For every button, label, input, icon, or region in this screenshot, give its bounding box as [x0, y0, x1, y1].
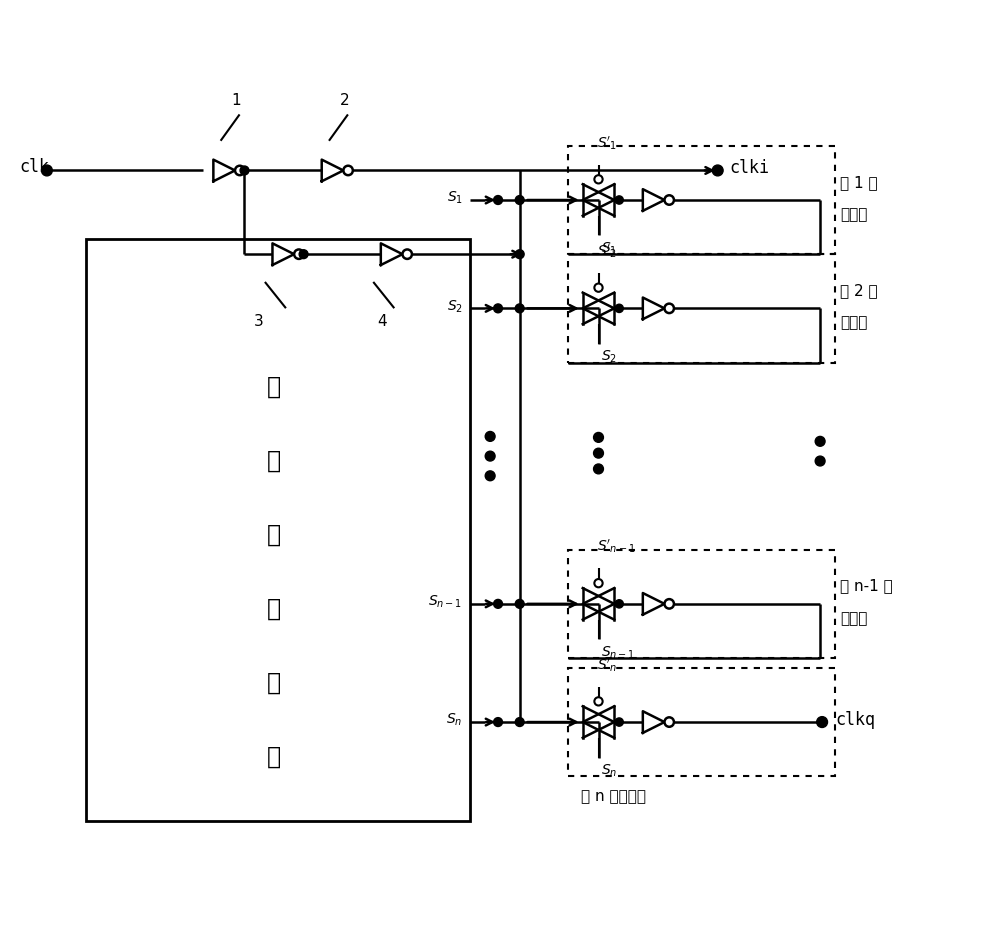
Circle shape [615, 718, 623, 726]
Circle shape [815, 457, 825, 466]
Text: $S'_{n-1}$: $S'_{n-1}$ [597, 538, 635, 556]
Circle shape [494, 195, 502, 205]
Circle shape [494, 599, 502, 608]
Text: $S_{n-1}$: $S_{n-1}$ [601, 644, 636, 660]
Text: $S_2$: $S_2$ [447, 298, 463, 315]
Text: 3: 3 [254, 314, 264, 330]
Circle shape [594, 464, 603, 474]
Text: 一: 一 [266, 449, 281, 473]
Text: $S'_n$: $S'_n$ [597, 656, 617, 673]
Circle shape [485, 451, 495, 461]
Circle shape [515, 250, 524, 258]
Text: $S'_1$: $S'_1$ [597, 134, 617, 152]
Text: 块: 块 [266, 745, 281, 769]
Text: $S_1$: $S_1$ [601, 241, 618, 257]
Circle shape [712, 165, 723, 176]
Circle shape [235, 166, 244, 175]
Circle shape [615, 196, 623, 204]
Text: 模: 模 [266, 670, 281, 694]
Circle shape [485, 471, 495, 481]
Circle shape [515, 304, 524, 313]
Text: 第 n 分相支路: 第 n 分相支路 [581, 789, 646, 804]
Text: 第: 第 [266, 375, 281, 399]
Circle shape [494, 718, 502, 727]
Circle shape [615, 600, 623, 608]
Circle shape [594, 579, 603, 587]
Text: 相支路: 相支路 [840, 611, 867, 626]
Text: 相支路: 相支路 [840, 316, 867, 331]
Circle shape [664, 195, 674, 205]
Text: $S_{n-1}$: $S_{n-1}$ [428, 594, 463, 610]
Text: 2: 2 [340, 94, 349, 108]
Circle shape [817, 717, 828, 728]
Text: clkq: clkq [835, 711, 875, 729]
Circle shape [594, 175, 603, 183]
Circle shape [664, 599, 674, 608]
Circle shape [594, 448, 603, 458]
Circle shape [815, 436, 825, 446]
Circle shape [294, 249, 304, 259]
Circle shape [343, 166, 353, 175]
Circle shape [41, 165, 52, 176]
Circle shape [402, 249, 412, 259]
Circle shape [664, 304, 674, 313]
Text: $S_2$: $S_2$ [601, 349, 617, 365]
Text: $S'_2$: $S'_2$ [597, 243, 617, 260]
Text: 第 n-1 分: 第 n-1 分 [840, 579, 893, 594]
Text: $S_n$: $S_n$ [446, 712, 463, 728]
Text: 第 2 分: 第 2 分 [840, 283, 877, 298]
Text: $S_1$: $S_1$ [447, 190, 463, 206]
Circle shape [515, 195, 524, 205]
Circle shape [515, 599, 524, 608]
Circle shape [299, 250, 308, 258]
Text: clk: clk [19, 158, 49, 177]
Circle shape [594, 697, 603, 706]
Text: 相支路: 相支路 [840, 207, 867, 222]
Text: 1: 1 [231, 94, 241, 108]
Text: clki: clki [730, 159, 770, 178]
Text: 数: 数 [266, 523, 281, 547]
Text: 第 1 分: 第 1 分 [840, 175, 877, 190]
Circle shape [615, 305, 623, 312]
Text: 4: 4 [377, 314, 387, 330]
Text: $S_n$: $S_n$ [601, 762, 618, 779]
Text: 控: 控 [266, 596, 281, 620]
Circle shape [494, 304, 502, 313]
Circle shape [664, 718, 674, 727]
Circle shape [485, 432, 495, 442]
Circle shape [240, 166, 249, 175]
Circle shape [515, 718, 524, 727]
Circle shape [594, 283, 603, 292]
Circle shape [594, 432, 603, 443]
